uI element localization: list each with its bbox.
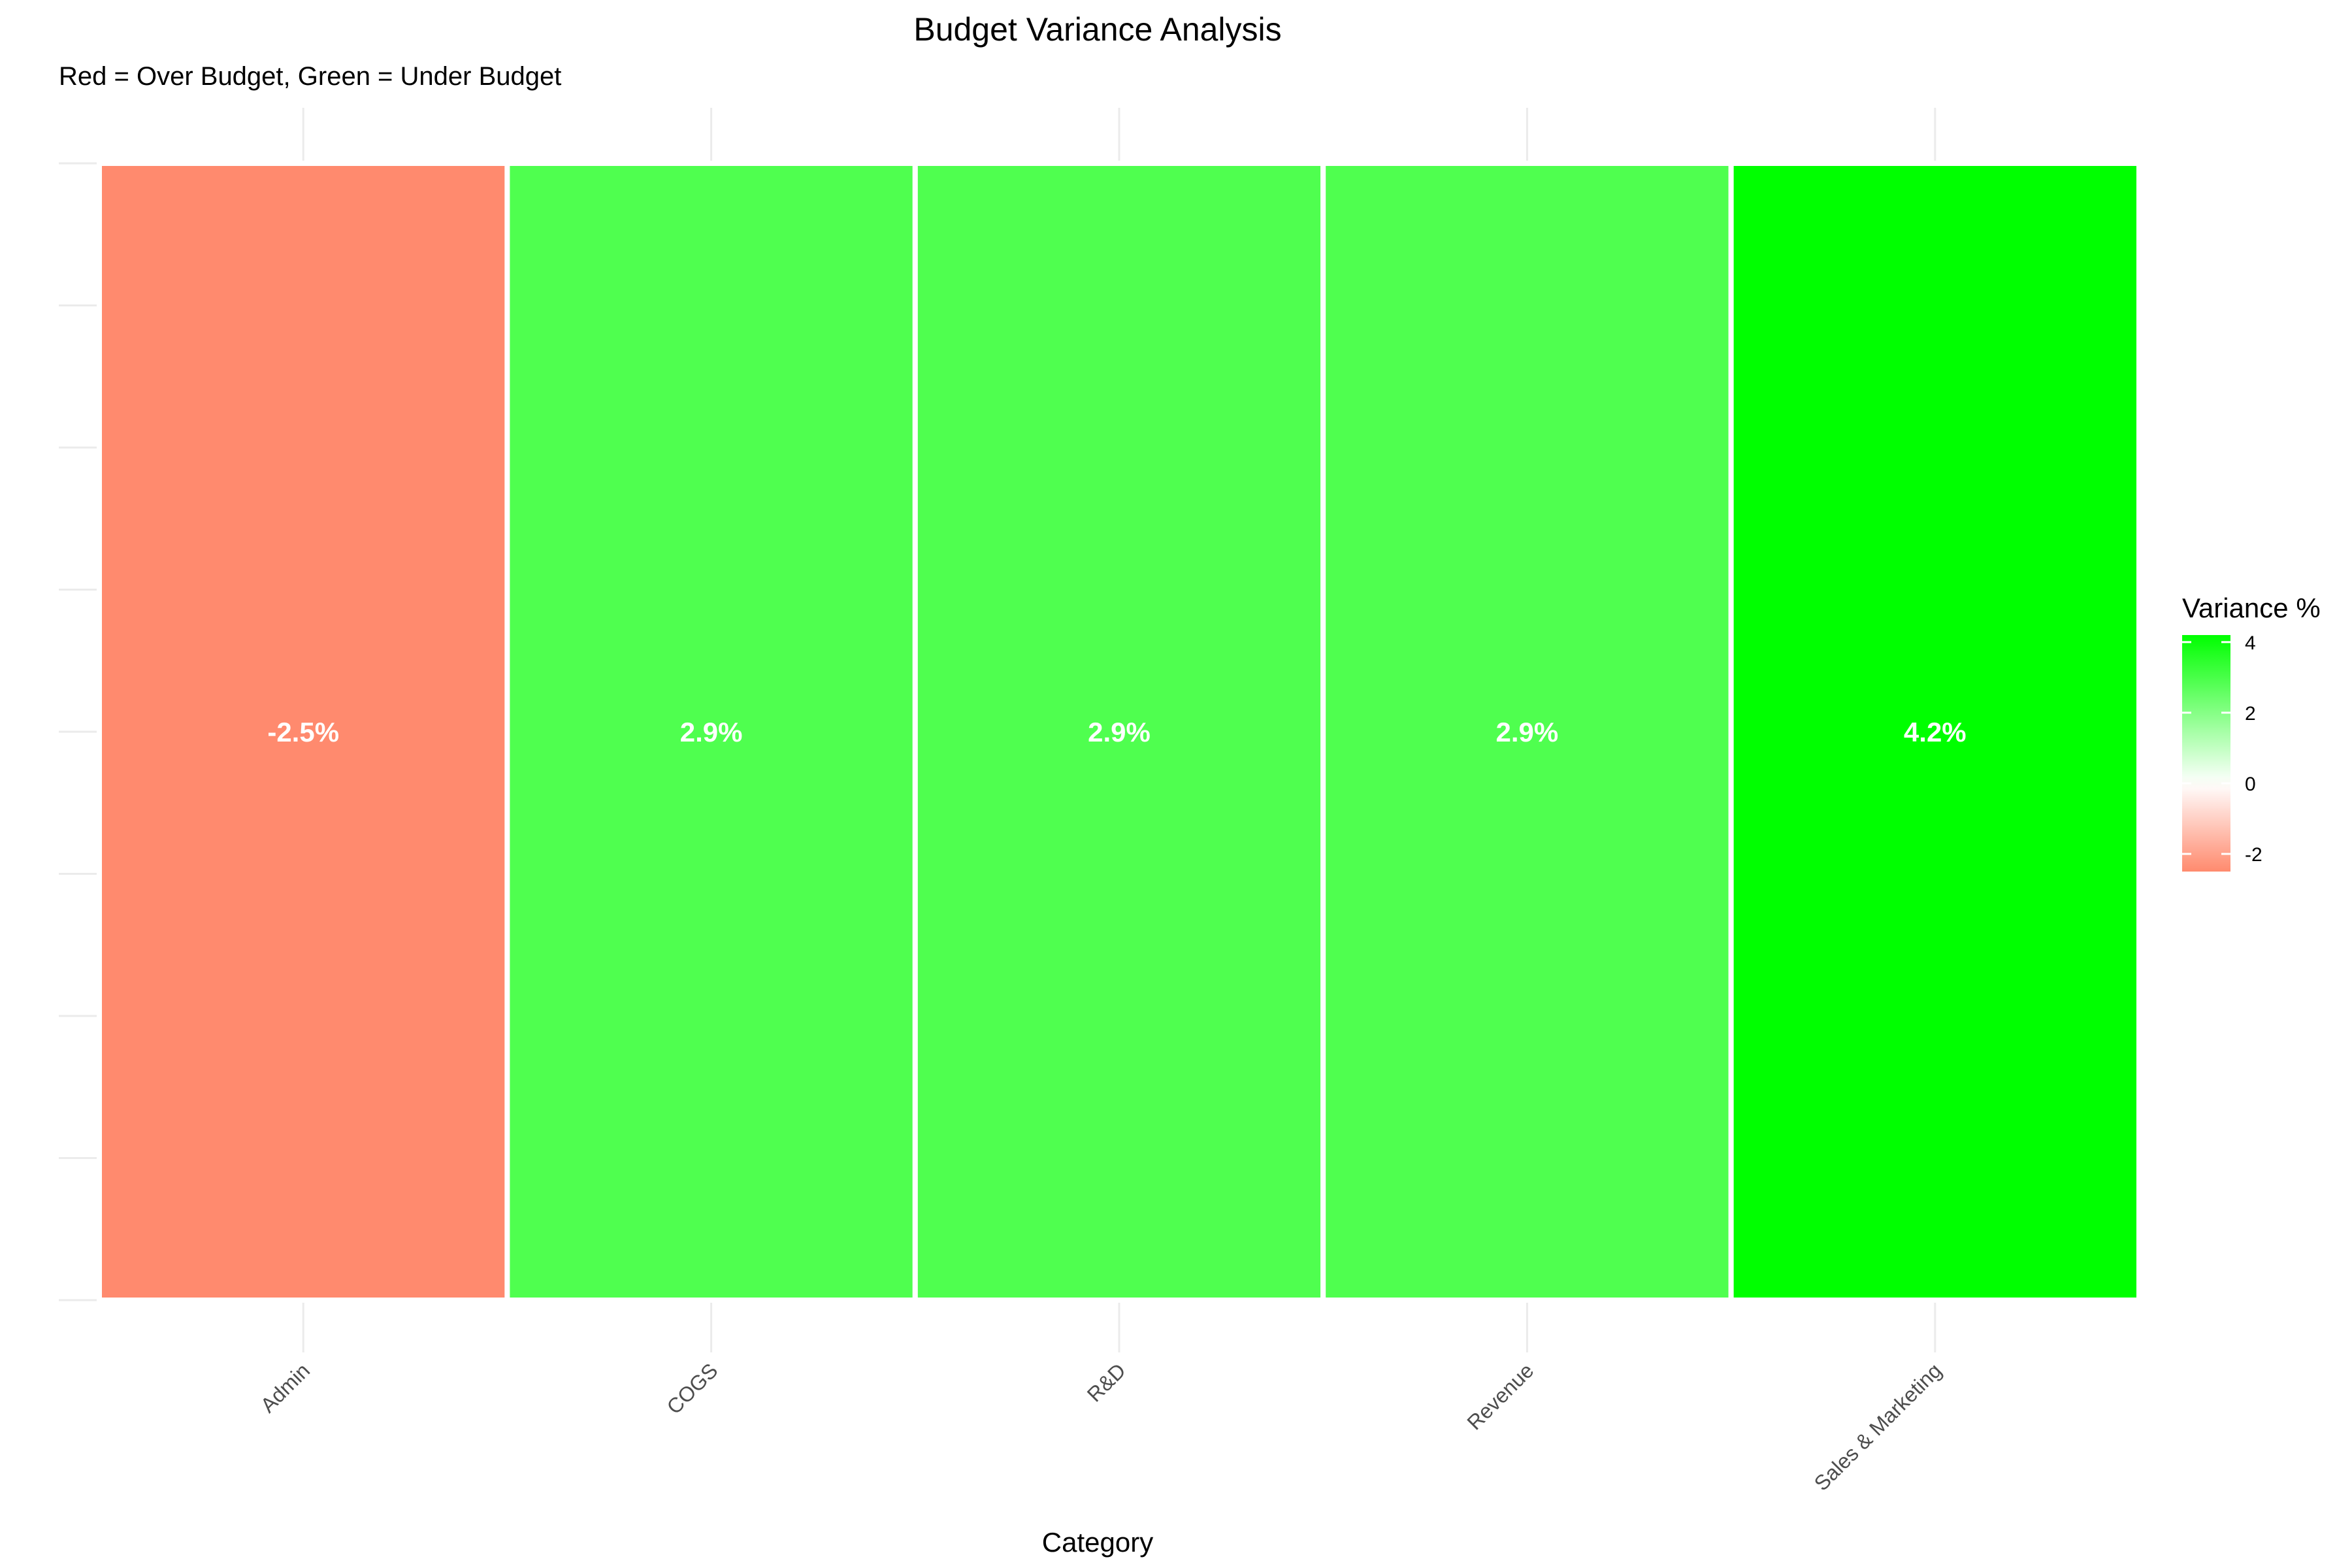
- x-tick-label: Revenue: [1462, 1358, 1538, 1434]
- cell-value-label: 2.9%: [680, 717, 743, 747]
- x-tick-label: COGS: [662, 1358, 722, 1418]
- legend-tick-label: 2: [2245, 703, 2256, 725]
- legend-tick-label: -2: [2245, 844, 2262, 866]
- x-axis-tick-labels: Admin COGS R&D Revenue Sales & Marketing: [256, 1358, 1946, 1495]
- legend-ticks: 4 2 0 -2: [2182, 632, 2262, 866]
- chart-subtitle: Red = Over Budget, Green = Under Budget: [59, 62, 561, 91]
- legend-color-bar: [2182, 635, 2230, 872]
- color-legend: Variance % 4 2 0 -2: [2182, 593, 2321, 872]
- heatmap-cells: -2.5% 2.9% 2.9% 2.9% 4.2%: [97, 161, 2142, 1303]
- cell-value-label: -2.5%: [267, 717, 339, 747]
- cell-value-label: 4.2%: [1904, 717, 1967, 747]
- heatmap-cell: [912, 161, 1326, 1303]
- x-tick-label: Admin: [256, 1358, 315, 1417]
- x-axis-title: Category: [1042, 1527, 1153, 1558]
- cell-value-label: 2.9%: [1088, 717, 1151, 747]
- legend-tick-label: 4: [2245, 632, 2256, 654]
- cell-value-label: 2.9%: [1496, 717, 1559, 747]
- heatmap-cell: [1728, 161, 2142, 1303]
- legend-title: Variance %: [2182, 593, 2321, 623]
- chart-title: Budget Variance Analysis: [913, 11, 1281, 48]
- x-tick-label: Sales & Marketing: [1810, 1358, 1946, 1495]
- x-tick-label: R&D: [1083, 1358, 1130, 1406]
- legend-tick-label: 0: [2245, 774, 2256, 795]
